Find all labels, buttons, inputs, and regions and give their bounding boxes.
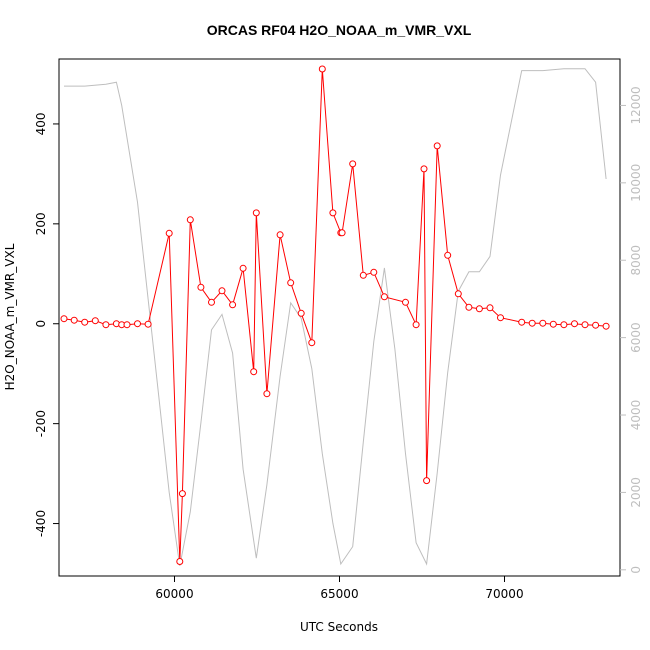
x-axis: 60000 65000 70000 bbox=[155, 576, 524, 601]
red-series-point bbox=[402, 298, 409, 306]
red-series-point bbox=[263, 390, 271, 398]
y-tick-label: -400 bbox=[34, 510, 48, 537]
red-series-point bbox=[239, 264, 247, 272]
red-series-line bbox=[63, 68, 607, 562]
red-series-point bbox=[433, 142, 441, 150]
y-tick-label: 0 bbox=[34, 320, 48, 328]
y2-tick-label: 0 bbox=[629, 566, 643, 574]
y2-tick-label: 8000 bbox=[629, 245, 643, 276]
red-series-point bbox=[349, 160, 357, 168]
red-series-point bbox=[123, 321, 131, 329]
red-series-point bbox=[318, 65, 326, 73]
y-tick-label: 400 bbox=[34, 112, 48, 135]
red-series-point bbox=[91, 317, 99, 325]
red-series-point bbox=[102, 321, 110, 329]
red-series-point bbox=[186, 216, 194, 224]
red-series-point bbox=[70, 316, 78, 324]
red-series-point bbox=[454, 290, 462, 298]
red-series-point bbox=[60, 315, 68, 323]
y2-tick-label: 4000 bbox=[629, 400, 643, 431]
red-series-point bbox=[581, 321, 589, 329]
red-series-point bbox=[208, 298, 215, 306]
red-series-point bbox=[370, 268, 378, 276]
y-tick-label: -200 bbox=[34, 410, 48, 437]
red-series-point bbox=[250, 368, 258, 376]
red-series-point bbox=[218, 287, 226, 295]
red-series-point bbox=[497, 314, 504, 322]
y2-tick-label: 2000 bbox=[629, 477, 643, 508]
red-series-point bbox=[359, 271, 367, 279]
series-layer bbox=[60, 65, 610, 566]
x-axis-label: UTC Seconds bbox=[300, 620, 378, 634]
red-series-point bbox=[602, 322, 610, 330]
red-series-point bbox=[465, 303, 473, 311]
x-tick-label: 70000 bbox=[485, 587, 523, 601]
red-series-point bbox=[380, 293, 388, 301]
plot-frame bbox=[58, 58, 621, 577]
red-series-point bbox=[176, 558, 184, 565]
red-series-point bbox=[518, 318, 526, 326]
y-axis: -400 -200 0 200 400 bbox=[34, 112, 59, 537]
red-series-point bbox=[412, 321, 420, 329]
red-series-point bbox=[81, 318, 89, 326]
y2-axis: 0 2000 4000 6000 8000 10000 12000 bbox=[620, 86, 643, 574]
y2-tick-label: 6000 bbox=[629, 322, 643, 353]
y-axis-label: H2O_NOAA_m_VMR_VXL bbox=[3, 243, 17, 390]
red-series-point bbox=[528, 319, 536, 327]
x-tick-label: 65000 bbox=[320, 587, 358, 601]
x-tick-label: 60000 bbox=[155, 587, 193, 601]
red-series-point bbox=[297, 309, 305, 317]
red-series-point bbox=[420, 165, 428, 173]
red-series-point bbox=[539, 319, 547, 327]
red-series-point bbox=[549, 320, 557, 328]
grey-series-line bbox=[64, 68, 607, 566]
y2-tick-label: 12000 bbox=[629, 86, 643, 124]
red-series-point bbox=[229, 301, 237, 309]
red-series-point bbox=[423, 477, 431, 485]
y-tick-label: 200 bbox=[34, 212, 48, 235]
red-series-point bbox=[252, 209, 260, 217]
red-series-point bbox=[134, 320, 141, 328]
red-series-point bbox=[287, 279, 295, 287]
red-series-point bbox=[560, 321, 568, 329]
y2-tick-label: 10000 bbox=[629, 164, 643, 202]
red-series-point bbox=[197, 283, 205, 291]
red-series-point bbox=[444, 251, 452, 259]
red-series-point bbox=[338, 229, 346, 237]
red-series-point bbox=[165, 229, 173, 237]
red-series-point bbox=[592, 321, 600, 329]
red-series-point bbox=[571, 320, 578, 328]
red-series-point bbox=[144, 320, 152, 328]
red-series-point bbox=[486, 304, 494, 312]
red-series-point bbox=[178, 490, 186, 498]
chart-title: ORCAS RF04 H2O_NOAA_m_VMR_VXL bbox=[207, 22, 472, 38]
red-series-point bbox=[276, 231, 284, 239]
red-series-point bbox=[475, 305, 483, 313]
red-series-point bbox=[308, 339, 316, 347]
red-series-point bbox=[329, 209, 337, 217]
